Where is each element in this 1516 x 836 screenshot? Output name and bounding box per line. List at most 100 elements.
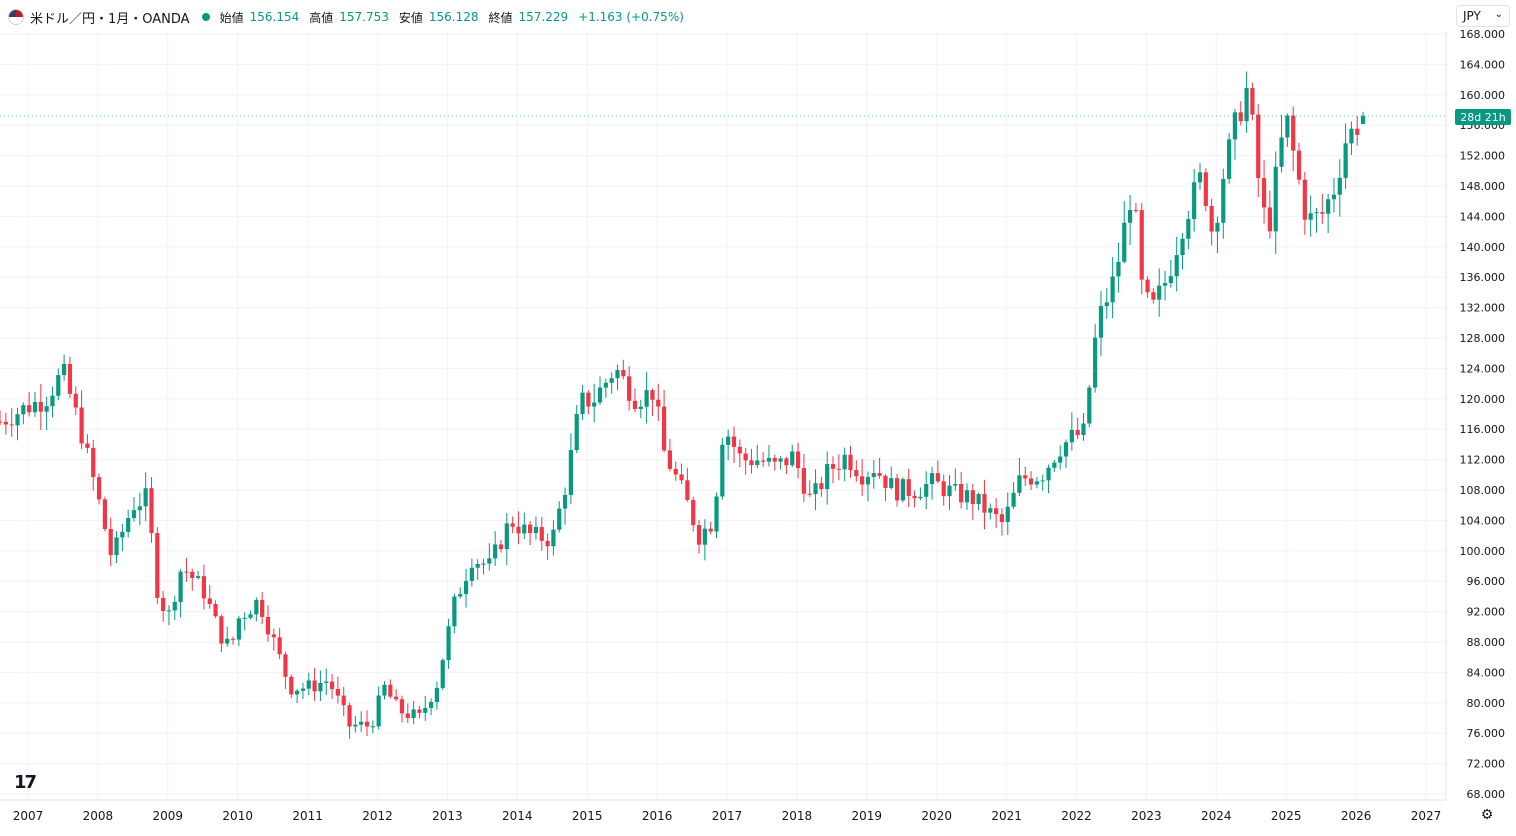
candle-body[interactable] [871, 472, 876, 478]
candle-body[interactable] [318, 682, 323, 692]
candle-body[interactable] [9, 424, 14, 426]
candle-body[interactable] [586, 392, 591, 407]
candle-body[interactable] [976, 494, 981, 504]
candle-body[interactable] [1343, 143, 1348, 178]
candle-body[interactable] [609, 378, 614, 383]
candle-body[interactable] [15, 414, 20, 426]
candle-body[interactable] [1040, 480, 1045, 482]
candle-body[interactable] [190, 571, 195, 578]
candle-body[interactable] [1011, 492, 1016, 507]
candle-body[interactable] [638, 406, 643, 410]
candle-body[interactable] [1197, 172, 1203, 183]
candle-body[interactable] [56, 375, 61, 396]
candle-body[interactable] [1081, 423, 1086, 436]
candle-body[interactable] [982, 494, 987, 513]
candle-body[interactable] [621, 370, 626, 377]
candle-body[interactable] [970, 490, 975, 504]
candle-body[interactable] [213, 604, 218, 617]
candle-body[interactable] [1122, 222, 1127, 262]
candle-body[interactable] [551, 529, 556, 547]
candle-body[interactable] [265, 616, 271, 635]
candle-body[interactable] [504, 523, 509, 550]
candle-body[interactable] [458, 594, 463, 597]
candle-body[interactable] [854, 470, 859, 477]
candle-body[interactable] [137, 506, 142, 511]
candle-body[interactable] [1104, 302, 1109, 307]
candle-body[interactable] [498, 544, 504, 550]
candle-body[interactable] [1326, 199, 1331, 214]
candle-body[interactable] [830, 464, 836, 469]
candle-body[interactable] [813, 483, 818, 495]
candle-body[interactable] [1162, 283, 1168, 286]
candle-body[interactable] [312, 680, 317, 692]
candle-body[interactable] [825, 464, 830, 490]
candle-body[interactable] [842, 454, 847, 470]
candle-body[interactable] [900, 479, 906, 501]
candle-body[interactable] [918, 496, 923, 499]
candle-body[interactable] [1186, 219, 1191, 239]
candle-body[interactable] [696, 525, 702, 545]
candle-body[interactable] [790, 451, 795, 466]
candle-body[interactable] [580, 392, 585, 415]
candle-body[interactable] [1058, 456, 1063, 463]
candle-body[interactable] [1052, 462, 1057, 468]
candle-body[interactable] [1127, 210, 1133, 223]
candle-body[interactable] [1063, 442, 1069, 457]
candle-body[interactable] [300, 688, 306, 691]
candle-body[interactable] [260, 599, 265, 617]
candle-body[interactable] [1279, 137, 1284, 167]
candle-body[interactable] [1360, 115, 1366, 125]
candle-body[interactable] [1005, 506, 1010, 522]
candle-body[interactable] [1256, 114, 1261, 179]
candle-body[interactable] [1151, 292, 1156, 300]
candle-body[interactable] [201, 576, 207, 599]
candle-body[interactable] [131, 510, 137, 519]
candle-body[interactable] [935, 473, 940, 482]
symbol-title[interactable]: 米ドル／円・1月・OANDA [30, 11, 190, 27]
candle-body[interactable] [778, 458, 783, 462]
candle-body[interactable] [906, 479, 911, 496]
candle-body[interactable] [720, 444, 725, 497]
candle-body[interactable] [667, 450, 673, 469]
candle-body[interactable] [428, 701, 434, 708]
candle-body[interactable] [143, 488, 148, 507]
candle-body[interactable] [295, 690, 300, 695]
candle-body[interactable] [1192, 182, 1197, 220]
candle-body[interactable] [102, 499, 107, 530]
candle-body[interactable] [394, 696, 399, 700]
candle-body[interactable] [73, 393, 78, 408]
candle-body[interactable] [254, 599, 259, 615]
candle-body[interactable] [1034, 481, 1039, 485]
candle-body[interactable] [784, 458, 789, 466]
candle-body[interactable] [848, 454, 853, 471]
candle-body[interactable] [207, 598, 212, 605]
gear-icon[interactable]: ⚙ [1480, 807, 1494, 823]
candle-body[interactable] [21, 405, 26, 415]
candle-body[interactable] [277, 637, 282, 655]
candle-body[interactable] [912, 495, 917, 499]
candle-body[interactable] [714, 496, 719, 532]
candle-body[interactable] [994, 508, 999, 515]
candle-body[interactable] [446, 626, 451, 661]
candle-body[interactable] [324, 681, 329, 683]
candle-body[interactable] [91, 447, 96, 478]
candle-body[interactable] [1267, 207, 1272, 232]
candle-body[interactable] [289, 676, 294, 695]
candle-body[interactable] [1209, 205, 1214, 232]
candle-body[interactable] [726, 436, 731, 445]
candle-body[interactable] [38, 401, 43, 412]
candle-body[interactable] [528, 524, 533, 534]
candle-body[interactable] [743, 453, 748, 461]
candle-body[interactable] [452, 596, 457, 627]
candle-body[interactable] [679, 474, 684, 481]
candle-body[interactable] [1069, 429, 1074, 443]
candle-body[interactable] [545, 540, 550, 547]
candle-body[interactable] [481, 563, 486, 565]
candle-body[interactable] [1133, 210, 1139, 212]
candle-body[interactable] [178, 571, 183, 602]
candle-body[interactable] [0, 421, 3, 423]
candle-body[interactable] [1337, 177, 1342, 195]
candle-body[interactable] [772, 457, 777, 462]
candle-body[interactable] [522, 524, 527, 534]
